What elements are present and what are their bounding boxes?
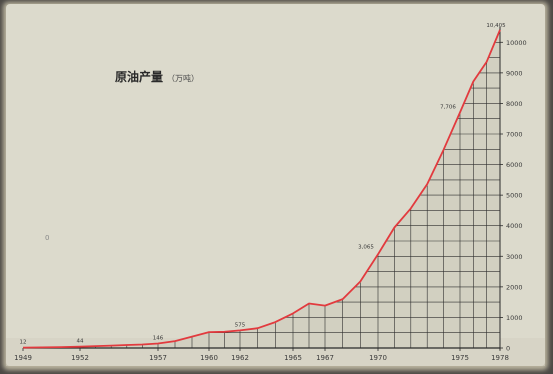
production-line <box>22 29 501 349</box>
x-tick-label: 1965 <box>284 354 302 362</box>
stray-mark: 0 <box>45 234 49 242</box>
y-tick-label: 4000 <box>506 222 523 230</box>
y-tick-label: 7000 <box>506 131 523 139</box>
x-tick-label: 1970 <box>369 354 387 362</box>
y-tick-labels: 0 1000 2000 3000 4000 5000 6000 7000 8000 9000 100… <box>500 39 527 353</box>
y-tick-label: 0 <box>506 345 510 353</box>
data-label: 3,065 <box>358 244 374 250</box>
chart-title: 原油产量 <box>115 69 163 84</box>
data-label: 7,706 <box>440 104 456 110</box>
y-tick-label: 1000 <box>506 314 523 322</box>
unit-label: （万吨） <box>167 73 199 83</box>
data-label: 10,405 <box>486 23 506 29</box>
data-label: 146 <box>153 336 164 342</box>
y-tick-label: 8000 <box>506 100 523 108</box>
area-fill <box>23 29 500 349</box>
y-tick-label: 2000 <box>506 283 523 291</box>
x-tick-label: 1952 <box>71 354 89 362</box>
y-tick-label: 5000 <box>506 192 523 200</box>
y-tick-label: 6000 <box>506 161 523 169</box>
series-layer <box>22 29 501 349</box>
x-tick-labels: 1949 1952 1957 1960 1962 1965 1967 1970 1975 1978 <box>14 348 509 362</box>
x-tick-label: 1949 <box>14 354 32 362</box>
data-label: 575 <box>235 322 246 328</box>
y-tick-label: 3000 <box>506 253 523 261</box>
x-tick-label: 1960 <box>200 354 218 362</box>
x-tick-label: 1962 <box>231 354 249 362</box>
x-tick-label: 1978 <box>491 354 509 362</box>
y-tick-label: 10000 <box>506 39 527 47</box>
x-tick-label: 1957 <box>149 354 167 362</box>
x-tick-label: 1967 <box>316 354 334 362</box>
data-labels: 12 44 146 575 3,065 7,706 10,405 <box>20 23 507 346</box>
data-label: 44 <box>77 339 84 345</box>
y-tick-label: 9000 <box>506 69 523 77</box>
axes <box>23 27 501 350</box>
data-label: 12 <box>20 340 27 346</box>
x-tick-label: 1975 <box>451 354 469 362</box>
